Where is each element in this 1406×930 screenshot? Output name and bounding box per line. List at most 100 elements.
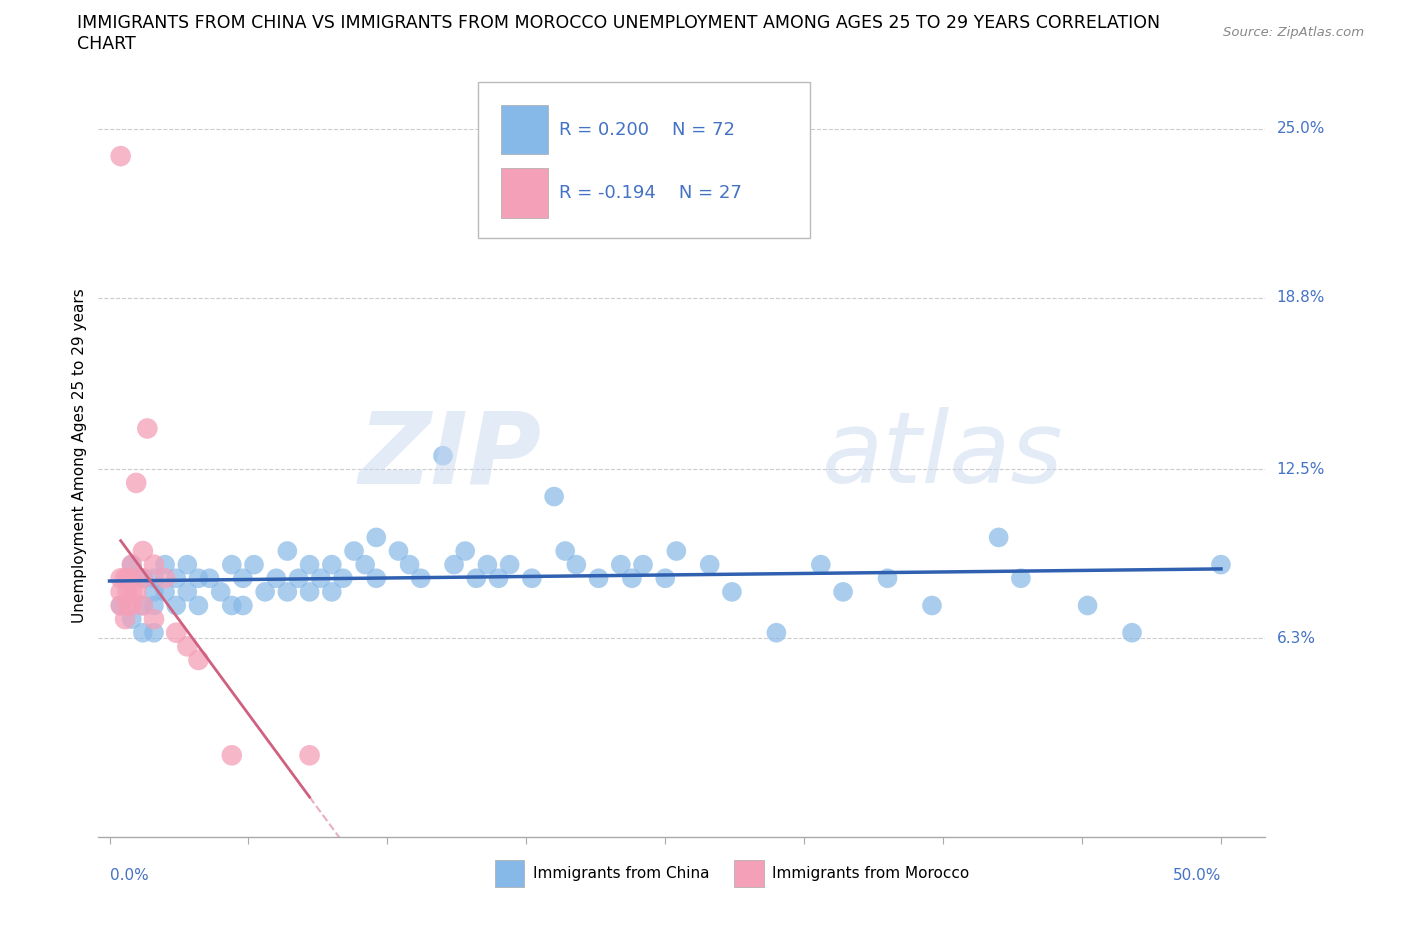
Point [520, 571, 543, 586]
Bar [495, 860, 524, 886]
Point [117, 598, 139, 613]
Point [136, 421, 159, 436]
Point [114, 612, 136, 627]
Point [454, 543, 477, 558]
Point [443, 557, 465, 572]
Point [832, 584, 855, 599]
Text: atlas: atlas [823, 407, 1063, 504]
Bar [501, 168, 548, 218]
Point [132, 571, 155, 586]
Point [114, 571, 136, 586]
Point [354, 557, 377, 572]
Point [165, 598, 187, 613]
FancyBboxPatch shape [478, 82, 810, 238]
Point [543, 489, 565, 504]
Point [264, 571, 287, 586]
Point [631, 557, 654, 572]
Point [921, 598, 943, 613]
Point [366, 571, 388, 586]
Point [132, 625, 155, 640]
Point [110, 571, 132, 586]
Point [232, 571, 254, 586]
Text: 18.8%: 18.8% [1277, 290, 1324, 305]
Point [187, 598, 209, 613]
Point [121, 584, 143, 599]
Point [298, 557, 321, 572]
Text: 12.5%: 12.5% [1277, 462, 1324, 477]
Text: R = -0.194    N = 27: R = -0.194 N = 27 [560, 183, 742, 202]
Text: Immigrants from China: Immigrants from China [533, 866, 709, 881]
Text: CHART: CHART [77, 35, 136, 53]
Point [721, 584, 744, 599]
Point [221, 598, 243, 613]
Point [121, 557, 143, 572]
Point [187, 653, 209, 668]
Text: Immigrants from Morocco: Immigrants from Morocco [772, 866, 969, 881]
Bar [501, 105, 548, 154]
Point [254, 584, 277, 599]
Point [366, 530, 388, 545]
Point [321, 584, 343, 599]
Point [765, 625, 787, 640]
Point [298, 748, 321, 763]
Text: 6.3%: 6.3% [1277, 631, 1316, 645]
Point [699, 557, 721, 572]
Point [387, 543, 409, 558]
Point [143, 557, 166, 572]
Point [287, 571, 309, 586]
Y-axis label: Unemployment Among Ages 25 to 29 years: Unemployment Among Ages 25 to 29 years [72, 288, 87, 623]
Point [498, 557, 520, 572]
Point [620, 571, 643, 586]
Point [1010, 571, 1032, 586]
Text: IMMIGRANTS FROM CHINA VS IMMIGRANTS FROM MOROCCO UNEMPLOYMENT AMONG AGES 25 TO 2: IMMIGRANTS FROM CHINA VS IMMIGRANTS FROM… [77, 14, 1160, 32]
Point [143, 584, 166, 599]
Bar [734, 860, 763, 886]
Text: 50.0%: 50.0% [1173, 868, 1220, 883]
Point [121, 598, 143, 613]
Point [321, 557, 343, 572]
Point [1077, 598, 1099, 613]
Point [209, 584, 232, 599]
Point [810, 557, 832, 572]
Point [565, 557, 588, 572]
Point [187, 571, 209, 586]
Point [876, 571, 898, 586]
Point [165, 571, 187, 586]
Point [1209, 557, 1232, 572]
Point [298, 584, 321, 599]
Text: Source: ZipAtlas.com: Source: ZipAtlas.com [1223, 26, 1364, 39]
Point [132, 543, 155, 558]
Point [143, 598, 166, 613]
Point [110, 584, 132, 599]
Point [488, 571, 510, 586]
Point [343, 543, 366, 558]
Point [243, 557, 266, 572]
Point [232, 598, 254, 613]
Point [276, 584, 298, 599]
Point [110, 149, 132, 164]
Point [132, 598, 155, 613]
Point [398, 557, 420, 572]
Point [132, 598, 155, 613]
Point [110, 598, 132, 613]
Point [153, 571, 176, 586]
Point [143, 612, 166, 627]
Text: R = 0.200    N = 72: R = 0.200 N = 72 [560, 121, 735, 140]
Point [176, 584, 198, 599]
Point [221, 748, 243, 763]
Point [143, 571, 166, 586]
Point [432, 448, 454, 463]
Point [121, 571, 143, 586]
Point [987, 530, 1010, 545]
Point [465, 571, 488, 586]
Point [610, 557, 633, 572]
Point [121, 557, 143, 572]
Point [125, 584, 148, 599]
Point [554, 543, 576, 558]
Point [143, 625, 166, 640]
Point [309, 571, 332, 586]
Point [276, 543, 298, 558]
Point [153, 584, 176, 599]
Point [153, 557, 176, 572]
Point [477, 557, 499, 572]
